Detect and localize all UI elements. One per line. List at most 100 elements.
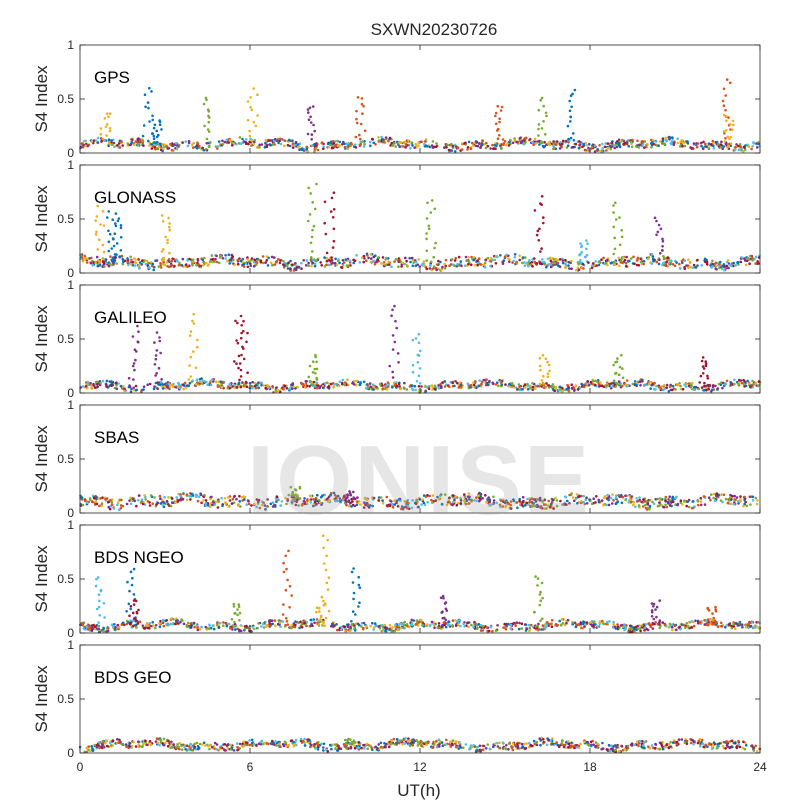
scatter-point (102, 260, 105, 263)
scatter-point (551, 386, 554, 389)
scatter-point (573, 389, 576, 392)
spike-point (310, 138, 313, 141)
scatter-point (592, 262, 595, 265)
scatter-point (550, 263, 553, 266)
spike-point (613, 237, 616, 240)
scatter-point (639, 500, 642, 503)
scatter-point (611, 502, 614, 505)
scatter-point (137, 499, 140, 502)
scatter-point (508, 141, 511, 144)
spike-point (428, 227, 431, 230)
spike-point (147, 107, 150, 110)
spike-point (724, 137, 727, 140)
scatter-point (371, 622, 374, 625)
spike-point (242, 330, 245, 333)
spike-point (622, 377, 625, 380)
scatter-point (489, 265, 492, 268)
scatter-point (582, 623, 585, 626)
scatter-point (326, 257, 329, 260)
scatter-point (643, 384, 646, 387)
scatter-point (524, 386, 527, 389)
scatter-point (121, 144, 124, 147)
scatter-point (354, 629, 357, 632)
scatter-point (598, 501, 601, 504)
scatter-point (178, 264, 181, 267)
spike-point (428, 225, 431, 228)
panel-label: GLONASS (94, 188, 176, 207)
spike-point (727, 136, 730, 139)
scatter-point (505, 628, 508, 631)
scatter-point (518, 259, 521, 262)
scatter-point (135, 389, 138, 392)
spike-point (315, 260, 318, 263)
scatter-point (733, 625, 736, 628)
scatter-point (149, 383, 152, 386)
scatter-point (529, 627, 532, 630)
scatter-point (331, 262, 334, 265)
spike-point (536, 262, 539, 265)
spike-point (391, 371, 394, 374)
scatter-point (642, 263, 645, 266)
scatter-point (743, 496, 746, 499)
scatter-point (581, 145, 584, 148)
scatter-point (556, 624, 559, 627)
scatter-point (426, 145, 429, 148)
spike-point (539, 383, 542, 386)
scatter-point (607, 499, 610, 502)
scatter-point (755, 255, 758, 258)
scatter-point (662, 255, 665, 258)
scatter-point (670, 142, 673, 145)
scatter-point (609, 148, 612, 151)
scatter-point (562, 262, 565, 265)
spike-point (538, 109, 541, 112)
scatter-point (434, 385, 437, 388)
scatter-point (549, 623, 552, 626)
scatter-point (369, 141, 372, 144)
y-axis-label: S4 Index (32, 305, 51, 373)
scatter-point (431, 388, 434, 391)
scatter-point (310, 624, 313, 627)
spike-point (309, 365, 312, 368)
scatter-point (692, 621, 695, 624)
scatter-point (686, 500, 689, 503)
scatter-point (663, 142, 666, 145)
spike-point (237, 367, 240, 370)
scatter-point (679, 145, 682, 148)
scatter-point (153, 496, 156, 499)
scatter-point (274, 624, 277, 627)
scatter-point (105, 262, 108, 265)
scatter-point (196, 379, 199, 382)
spike-point (613, 261, 616, 264)
scatter-point (126, 261, 129, 264)
scatter-point (375, 261, 378, 264)
scatter-point (181, 498, 184, 501)
spike-point (144, 93, 147, 96)
scatter-point (117, 382, 120, 385)
scatter-point (414, 389, 417, 392)
scatter-point (678, 263, 681, 266)
scatter-point (754, 262, 757, 265)
spike-point (541, 195, 544, 198)
scatter-point (134, 500, 137, 503)
scatter-point (638, 146, 641, 149)
scatter-point (449, 149, 452, 152)
scatter-point (328, 382, 331, 385)
scatter-point (415, 261, 418, 264)
scatter-point (389, 144, 392, 147)
scatter-point (202, 264, 205, 267)
scatter-point (181, 141, 184, 144)
scatter-point (683, 499, 686, 502)
spike-point (417, 361, 420, 364)
spike-point (207, 115, 210, 118)
scatter-point (151, 502, 154, 505)
scatter-point (681, 260, 684, 263)
scatter-point (610, 146, 613, 149)
scatter-point (398, 260, 401, 263)
spike-point (168, 252, 171, 255)
scatter-point (571, 146, 574, 149)
spike-point (240, 337, 243, 340)
spike-point (238, 355, 241, 358)
scatter-point (751, 257, 754, 260)
scatter-point (423, 264, 426, 267)
scatter-point (224, 257, 227, 260)
